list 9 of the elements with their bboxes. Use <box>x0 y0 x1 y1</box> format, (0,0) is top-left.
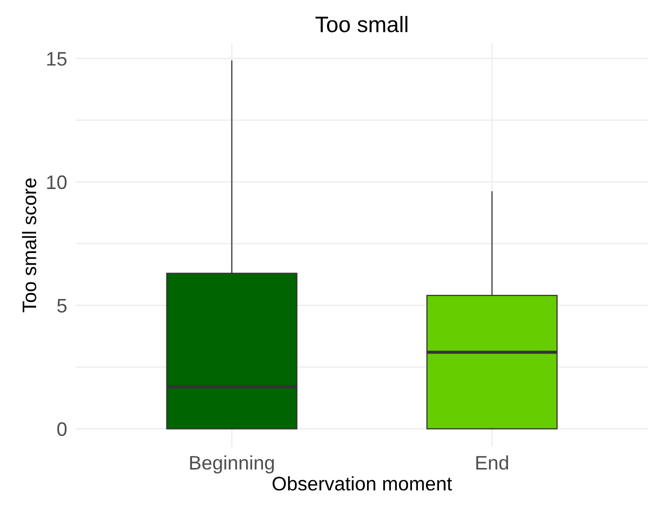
x-axis-title: Observation moment <box>272 476 452 491</box>
y-tick-label: 5 <box>57 299 67 313</box>
x-tick-label: End <box>476 455 508 470</box>
y-axis-title: Too small score <box>22 178 36 312</box>
y-tick-label: 10 <box>47 175 67 190</box>
chart-title: Too small <box>315 16 408 32</box>
y-tick-label: 15 <box>47 52 67 66</box>
y-tick-label: 0 <box>57 422 67 436</box>
x-tick-label: Beginning <box>190 455 274 474</box>
